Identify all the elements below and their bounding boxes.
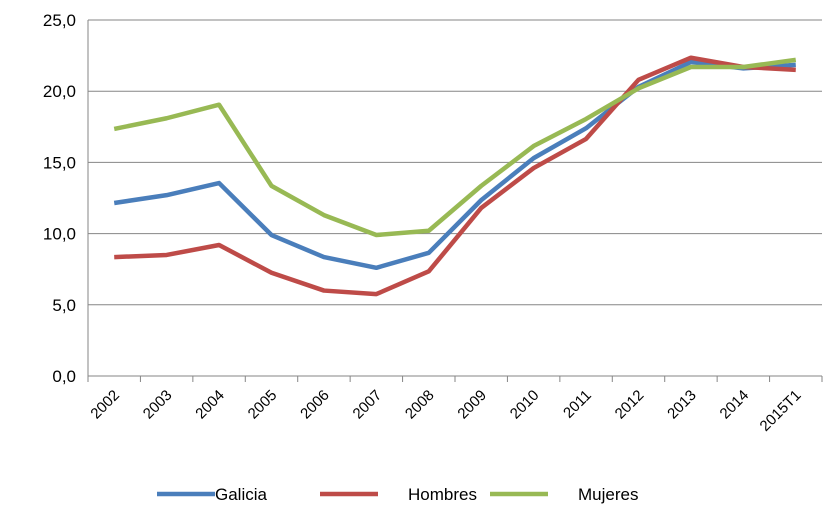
x-tick-label: 2003 xyxy=(140,387,176,423)
series-line xyxy=(114,55,796,297)
y-tick-label: 20,0 xyxy=(43,82,76,101)
y-tick-label: 10,0 xyxy=(43,225,76,244)
legend-label: Galicia xyxy=(215,485,268,504)
x-tick-label: 2012 xyxy=(612,387,648,423)
x-tick-label: 2004 xyxy=(192,387,228,423)
x-tick-label: 2014 xyxy=(717,387,753,423)
x-tick-label: 2013 xyxy=(664,387,700,423)
x-tick-label: 2005 xyxy=(245,387,281,423)
x-tick-label: 2008 xyxy=(402,387,438,423)
x-tick-label: 2002 xyxy=(87,387,123,423)
x-tick-label: 2010 xyxy=(507,387,543,423)
x-tick-label: 2006 xyxy=(297,387,333,423)
series-line xyxy=(113,59,796,271)
x-tick-label: 2007 xyxy=(350,387,386,423)
y-tick-label: 15,0 xyxy=(43,153,76,172)
legend-label: Mujeres xyxy=(578,485,638,504)
y-tick-label: 0,0 xyxy=(52,367,76,386)
x-tick-label: 2015T1 xyxy=(757,387,805,435)
series-line xyxy=(113,57,797,238)
legend-label: Hombres xyxy=(408,485,477,504)
x-tick-label: 2011 xyxy=(560,387,595,422)
y-tick-label: 5,0 xyxy=(52,296,76,315)
y-tick-label: 25,0 xyxy=(43,11,76,30)
x-tick-label: 2009 xyxy=(454,387,490,423)
